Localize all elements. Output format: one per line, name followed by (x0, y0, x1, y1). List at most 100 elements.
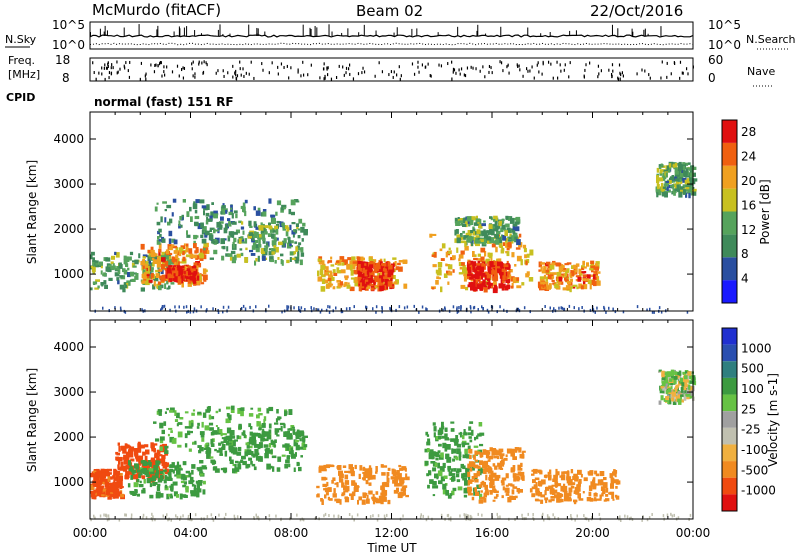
data-cell (258, 239, 261, 245)
data-cell (455, 439, 459, 443)
data-cell (298, 242, 302, 246)
data-cell (172, 257, 178, 262)
data-cell (336, 482, 339, 488)
freq-mark (429, 74, 431, 78)
freq-mark (531, 65, 533, 69)
data-cell (143, 264, 149, 268)
freq-mark (112, 66, 114, 70)
data-cell (359, 268, 363, 272)
ground-scatter-cell (298, 308, 300, 312)
data-cell (132, 265, 137, 268)
data-cell (242, 456, 246, 460)
data-cell (169, 270, 174, 273)
data-cell (378, 260, 382, 263)
data-cell (169, 409, 174, 413)
data-cell (212, 431, 215, 436)
data-cell (449, 477, 452, 480)
data-cell (151, 273, 154, 278)
data-cell (193, 484, 197, 490)
ground-scatter-cell (420, 513, 422, 517)
data-cell (320, 498, 323, 502)
data-cell (131, 449, 134, 452)
data-cell (166, 476, 169, 481)
data-cell (498, 241, 503, 247)
data-cell (665, 376, 668, 382)
data-cell (148, 273, 153, 279)
data-cell (176, 470, 181, 475)
data-cell (166, 493, 170, 500)
data-cell (494, 284, 497, 289)
data-cell (101, 472, 106, 478)
data-cell (327, 270, 332, 273)
data-cell (327, 261, 330, 264)
data-cell (218, 429, 223, 433)
data-cell (213, 212, 218, 219)
freq-mark (417, 60, 419, 64)
data-cell (510, 285, 514, 289)
freq-mark (378, 61, 380, 65)
data-cell (460, 284, 466, 289)
data-cell (370, 275, 373, 281)
data-cell (124, 475, 129, 480)
data-cell (202, 489, 206, 495)
freq-mark (533, 76, 535, 80)
data-cell (229, 256, 234, 261)
data-cell (438, 277, 441, 280)
data-cell (250, 460, 253, 465)
ground-scatter-cell (456, 306, 458, 310)
data-cell (452, 269, 455, 273)
data-cell (477, 473, 480, 477)
data-cell (210, 438, 214, 445)
freq-mark (92, 61, 94, 65)
data-cell (284, 411, 288, 415)
data-cell (159, 493, 164, 498)
colorbar-tick-label: -1000 (741, 484, 776, 498)
freq-mark (182, 76, 185, 80)
data-cell (115, 456, 119, 461)
data-cell (161, 455, 165, 460)
freq-mark (338, 64, 340, 68)
data-cell (248, 413, 254, 417)
freq-mark (559, 63, 561, 67)
data-cell (344, 470, 349, 473)
data-cell (498, 448, 504, 453)
data-cell (402, 259, 408, 264)
data-cell (158, 285, 162, 291)
data-cell (445, 263, 448, 267)
data-cell (241, 432, 244, 436)
freq-mark (203, 60, 205, 64)
data-cell (469, 439, 473, 443)
data-cell (395, 266, 399, 271)
data-cell (158, 250, 161, 256)
data-cell (517, 471, 522, 476)
data-cell (217, 427, 220, 432)
ground-scatter-cell (444, 307, 446, 311)
data-cell (517, 464, 522, 471)
data-cell (207, 218, 213, 222)
data-cell (613, 470, 618, 474)
data-cell (478, 499, 484, 504)
data-cell (472, 261, 477, 267)
ground-scatter-cell (119, 306, 122, 310)
data-cell (597, 479, 603, 484)
data-cell (209, 257, 214, 260)
data-cell (581, 265, 585, 271)
velocity-x-ticks (89, 320, 694, 519)
data-cell (483, 287, 488, 293)
data-cell (243, 206, 246, 213)
data-cell (549, 272, 555, 276)
data-cell (550, 498, 555, 502)
freq-mark (98, 71, 100, 75)
data-cell (119, 284, 125, 290)
data-cell (107, 471, 110, 476)
freq-mark (239, 60, 241, 64)
data-cell (250, 407, 254, 410)
ground-scatter-cell (162, 514, 164, 518)
data-cell (178, 270, 184, 274)
data-cell (465, 442, 470, 445)
data-cell (149, 267, 154, 270)
data-cell (148, 460, 151, 464)
data-cell (189, 424, 193, 429)
data-cell (128, 460, 131, 466)
ground-scatter-cell (325, 308, 328, 312)
